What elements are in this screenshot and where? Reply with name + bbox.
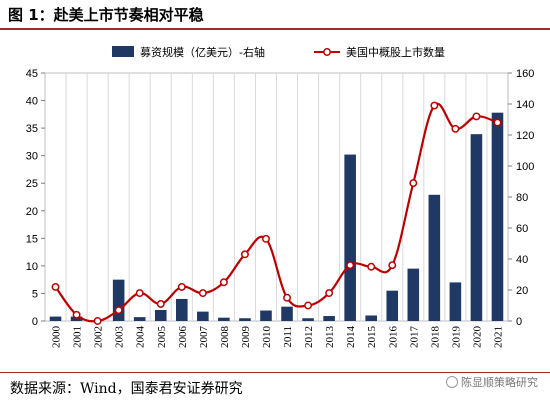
bar [218,317,230,321]
line-point [451,124,460,133]
x-tick-label: 2013 [324,326,336,349]
line-point [346,261,355,270]
right-tick-label: 40 [516,254,528,266]
source-bar: 数据来源：Wind，国泰君安证券研究 [0,372,550,403]
right-tick-label: 60 [516,223,528,235]
x-tick-label: 2018 [429,326,441,349]
bar [365,315,377,321]
x-tick-label: 2005 [156,326,168,349]
x-tick-label: 2014 [345,326,357,349]
right-tick-label: 120 [516,130,534,142]
bar [176,298,188,321]
x-tick-label: 2003 [114,326,126,349]
left-tick-label: 35 [26,123,38,135]
line-point [493,118,502,127]
source-note: 数据来源：Wind，国泰君安证券研究 [10,381,243,397]
line-point [198,289,207,298]
legend-line-marker [323,48,331,56]
right-tick-label: 160 [516,68,534,80]
x-tick-label: 2006 [177,326,189,349]
bar [470,134,483,321]
bar [260,310,272,321]
line-point [72,310,81,319]
x-tick-label: 2009 [240,326,252,349]
line-point [114,306,123,315]
line-series [54,102,498,323]
x-tick-label: 2016 [387,326,399,349]
x-tick-label: 2001 [72,326,84,348]
line-point [388,261,397,270]
bar [302,318,314,321]
x-tick-label: 2015 [366,326,378,349]
bar [49,316,62,321]
right-tick-label: 20 [516,285,528,297]
bar [491,112,504,322]
bar [197,311,209,321]
legend-line-label: 美国中概股上市数量 [346,45,445,59]
left-tick-label: 25 [26,178,38,190]
bar [428,194,441,321]
x-tick-label: 2021 [492,326,504,348]
left-tick-label: 30 [26,151,38,163]
left-tick-label: 5 [32,288,38,300]
bar [239,318,251,321]
x-tick-label: 2008 [219,326,231,349]
bar [386,290,399,321]
right-tick-label: 80 [516,192,528,204]
chart: 0 5 10 15 20 25 30 35 40 45 0 20 40 60 80 100 120 140 160 2… [26,45,535,349]
x-tick-label: 2002 [93,326,105,348]
bar [133,317,146,321]
line-point [472,112,481,121]
legend-bar-swatch [112,46,134,57]
title-bar: 图 1：赴美上市节奏相对平稳 [0,0,550,30]
line-point [93,317,102,325]
line-point [430,101,439,110]
right-tick-label: 0 [516,316,522,328]
x-tick-label: 2019 [450,326,462,349]
line-point [51,282,60,291]
bar [112,279,125,321]
bar [407,268,420,321]
bar [449,282,462,321]
left-tick-label: 10 [26,261,38,273]
legend-bar-label: 募资规模（亿美元）-右轴 [140,45,265,59]
bar [154,309,167,321]
line-point [304,301,313,310]
right-tick-label: 140 [516,99,534,111]
bar [281,306,293,321]
x-tick-label: 2007 [198,326,210,349]
left-tick-label: 40 [26,96,38,108]
x-tick-label: 2004 [135,326,147,349]
right-tick-label: 100 [516,161,534,173]
watermark: 陈显顺策略研究 [446,374,538,390]
line-point [262,234,270,243]
chart-title: 图 1：赴美上市节奏相对平稳 [8,6,204,24]
line-point [367,262,376,271]
line-point [283,293,291,302]
x-tick-label: 2000 [51,326,63,349]
x-tick-label: 2020 [471,326,483,349]
left-tick-label: 15 [26,233,38,245]
x-tick-label: 2012 [303,326,315,348]
x-tick-label: 2010 [261,326,273,349]
left-tick-label: 20 [26,206,38,218]
line-point [219,278,228,287]
watermark-text: 陈显顺策略研究 [461,376,538,389]
x-tick-label: 2017 [408,326,420,349]
wechat-icon [446,376,458,388]
line-point [135,289,144,298]
left-tick-label: 0 [32,316,38,328]
left-tick-label: 45 [26,68,38,80]
x-tick-label: 2011 [282,326,294,348]
line-point [240,250,249,259]
bar [70,316,83,321]
line-point [156,300,165,308]
line-point [325,289,334,298]
line-point [409,179,418,188]
bar [323,316,335,321]
line-point [177,282,186,291]
bar [344,154,356,321]
